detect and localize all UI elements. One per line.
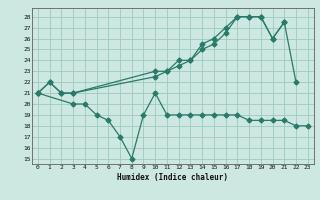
X-axis label: Humidex (Indice chaleur): Humidex (Indice chaleur) bbox=[117, 173, 228, 182]
